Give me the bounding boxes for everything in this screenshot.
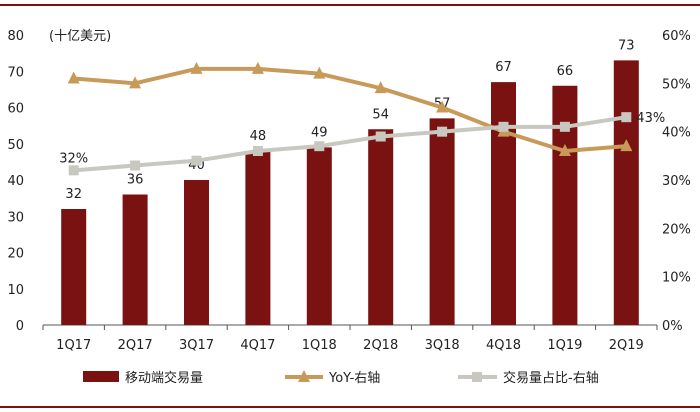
square-marker bbox=[314, 141, 325, 152]
square-marker bbox=[130, 160, 141, 171]
left-tick-label: 80 bbox=[7, 29, 24, 44]
right-tick-label: 30% bbox=[662, 174, 691, 189]
triangle-marker bbox=[374, 81, 387, 94]
triangle-marker bbox=[67, 71, 80, 84]
right-tick-label: 60% bbox=[662, 29, 691, 44]
legend-triangle-marker bbox=[298, 370, 310, 382]
bar-data-label: 49 bbox=[311, 125, 328, 140]
legend-label: 移动端交易量 bbox=[125, 370, 203, 386]
x-tick-label: 3Q17 bbox=[179, 338, 214, 353]
bar-series bbox=[61, 60, 639, 325]
bar-data-label: 73 bbox=[618, 38, 635, 53]
x-tick-label: 1Q19 bbox=[547, 338, 582, 353]
line-path bbox=[73, 115, 627, 173]
bar bbox=[429, 118, 455, 325]
bar bbox=[613, 60, 639, 325]
bar bbox=[122, 194, 148, 325]
bar-data-label: 32 bbox=[65, 187, 82, 202]
bar bbox=[184, 180, 209, 325]
x-tick-label: 1Q18 bbox=[302, 338, 337, 353]
left-axis-ticks: 0 10 20 30 40 50 60 70 80 bbox=[7, 29, 24, 334]
x-axis-ticks: 1Q17 2Q17 3Q17 4Q17 1Q18 2Q18 3Q18 4Q18 1Q19 2Q19 bbox=[42, 325, 658, 353]
bar-data-label: 66 bbox=[557, 64, 574, 79]
legend-square-marker bbox=[472, 372, 482, 382]
left-tick-label: 10 bbox=[7, 283, 24, 298]
right-tick-label: 40% bbox=[662, 126, 691, 141]
bar bbox=[491, 82, 516, 325]
left-tick-label: 60 bbox=[7, 102, 24, 117]
x-tick-label: 4Q18 bbox=[486, 338, 521, 353]
bar-data-label: 67 bbox=[495, 60, 512, 75]
legend-label: YoY-右轴 bbox=[328, 371, 380, 386]
bar-data-label: 36 bbox=[127, 173, 144, 188]
square-marker bbox=[498, 121, 509, 132]
triangle-marker bbox=[129, 76, 142, 89]
triangle-marker bbox=[436, 100, 449, 113]
left-tick-label: 30 bbox=[7, 210, 24, 225]
legend: 移动端交易量 YoY-右轴 交易量占比-右轴 bbox=[83, 370, 599, 386]
square-marker bbox=[559, 121, 570, 132]
legend-label: 交易量占比-右轴 bbox=[503, 370, 599, 386]
triangle-marker bbox=[313, 66, 326, 79]
left-tick-label: 40 bbox=[7, 174, 24, 189]
x-tick-label: 3Q18 bbox=[425, 338, 460, 353]
square-marker bbox=[621, 112, 632, 123]
bar bbox=[245, 151, 271, 325]
triangle-marker bbox=[251, 61, 264, 74]
left-tick-label: 70 bbox=[7, 65, 24, 80]
triangle-marker bbox=[558, 144, 571, 156]
square-marker bbox=[252, 146, 263, 156]
right-tick-label: 50% bbox=[662, 77, 691, 92]
line-path bbox=[73, 66, 627, 153]
bar-data-labels: 32364048495457676673 bbox=[65, 38, 634, 202]
square-marker bbox=[375, 131, 386, 142]
frame bbox=[0, 4, 700, 408]
left-tick-label: 50 bbox=[7, 138, 24, 153]
line-series bbox=[67, 61, 633, 176]
x-tick-label: 1Q17 bbox=[56, 338, 91, 353]
left-tick-label: 0 bbox=[16, 319, 24, 334]
triangle-marker bbox=[190, 61, 203, 74]
legend-bar-swatch bbox=[83, 371, 119, 382]
right-axis-ticks: 0% 10% 20% 30% 40% 50% 60% bbox=[662, 29, 691, 334]
right-tick-label: 20% bbox=[662, 222, 691, 237]
x-tick-label: 4Q17 bbox=[240, 338, 275, 353]
x-tick-label: 2Q19 bbox=[609, 338, 644, 353]
bar bbox=[61, 209, 87, 325]
line-data-labels: 32% 43% bbox=[59, 111, 665, 166]
square-marker bbox=[437, 126, 448, 137]
unit-label: (十亿美元) bbox=[49, 29, 111, 44]
right-tick-label: 0% bbox=[662, 319, 683, 334]
share-data-label: 43% bbox=[636, 111, 665, 126]
triangle-marker bbox=[620, 139, 633, 152]
x-tick-label: 2Q18 bbox=[363, 338, 398, 353]
left-tick-label: 20 bbox=[7, 247, 24, 262]
bar bbox=[306, 147, 332, 325]
x-tick-label: 2Q17 bbox=[118, 338, 153, 353]
share-data-label: 32% bbox=[59, 151, 88, 166]
square-marker bbox=[191, 155, 202, 166]
right-tick-label: 10% bbox=[662, 271, 691, 286]
bar bbox=[368, 129, 394, 325]
bar-data-label: 54 bbox=[372, 107, 389, 122]
bar-data-label: 48 bbox=[250, 129, 267, 144]
bar bbox=[552, 85, 578, 325]
square-marker bbox=[68, 165, 79, 176]
